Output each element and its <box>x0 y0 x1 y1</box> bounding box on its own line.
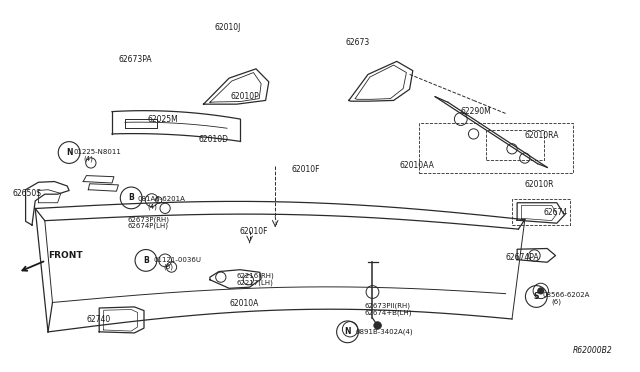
Text: 62010RA: 62010RA <box>525 131 559 140</box>
Text: 62673P(RH): 62673P(RH) <box>128 216 170 223</box>
Text: 62217(LH): 62217(LH) <box>237 279 274 286</box>
Text: 08566-6202A: 08566-6202A <box>543 292 590 298</box>
Text: (6): (6) <box>552 298 562 305</box>
Text: 62010AA: 62010AA <box>400 161 435 170</box>
Text: 081A6-6201A: 081A6-6201A <box>138 196 186 202</box>
Text: S: S <box>534 292 539 301</box>
Text: (6): (6) <box>163 264 173 270</box>
Text: (4): (4) <box>83 156 93 163</box>
Text: 62740: 62740 <box>86 315 111 324</box>
Ellipse shape <box>374 322 381 329</box>
Text: 62674PA: 62674PA <box>506 253 540 262</box>
Ellipse shape <box>538 288 544 294</box>
Text: B: B <box>129 193 134 202</box>
Text: 62673: 62673 <box>346 38 370 47</box>
Text: 62010D: 62010D <box>198 135 228 144</box>
Text: 62025M: 62025M <box>147 115 178 124</box>
Text: 62010A: 62010A <box>229 299 259 308</box>
Text: 62674+B(LH): 62674+B(LH) <box>365 309 412 316</box>
Text: 62010P: 62010P <box>230 92 259 101</box>
Text: N: N <box>66 148 72 157</box>
Text: 62674: 62674 <box>544 208 568 217</box>
Text: 62010F: 62010F <box>240 227 269 236</box>
Text: R62000B2: R62000B2 <box>573 346 612 355</box>
Text: FRONT: FRONT <box>48 251 83 260</box>
Text: 62010F: 62010F <box>291 165 320 174</box>
Text: 01225-N8011: 01225-N8011 <box>74 149 122 155</box>
Text: 62010R: 62010R <box>525 180 554 189</box>
Text: 01121-0036U: 01121-0036U <box>154 257 202 263</box>
Text: 62673PA: 62673PA <box>118 55 152 64</box>
Text: 0891B-3402A(4): 0891B-3402A(4) <box>355 328 413 335</box>
Text: 62674P(LH): 62674P(LH) <box>128 223 169 230</box>
Text: 62673PII(RH): 62673PII(RH) <box>365 302 411 309</box>
Text: 62290M: 62290M <box>461 107 492 116</box>
Text: (4): (4) <box>147 203 157 210</box>
Text: 62650S: 62650S <box>13 189 42 198</box>
Text: N: N <box>344 327 351 336</box>
Text: B: B <box>143 256 148 265</box>
Text: 62216(RH): 62216(RH) <box>237 273 275 279</box>
Text: 62010J: 62010J <box>214 23 241 32</box>
